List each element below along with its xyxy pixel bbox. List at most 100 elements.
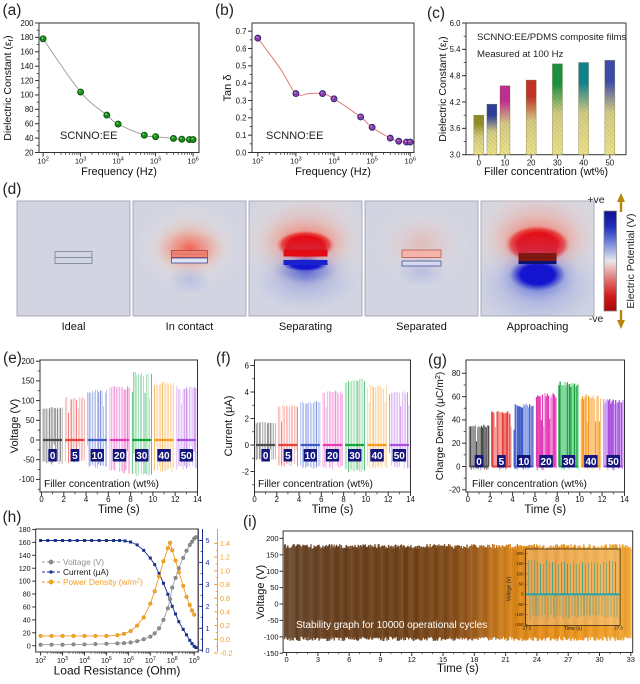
svg-text:Time (s): Time (s) [98,504,140,516]
svg-text:0.6: 0.6 [220,594,230,603]
svg-text:3: 3 [316,655,320,664]
svg-text:-100: -100 [515,612,524,617]
svg-text:20: 20 [25,148,34,157]
svg-text:-0.2: -0.2 [220,649,232,658]
svg-text:15: 15 [439,655,447,664]
svg-text:200: 200 [21,357,35,366]
svg-text:105: 105 [101,656,112,665]
svg-text:50: 50 [270,583,278,592]
svg-text:Separating: Separating [279,321,332,333]
svg-text:102: 102 [252,156,264,165]
svg-text:200: 200 [266,534,279,543]
svg-text:140: 140 [19,551,31,560]
svg-text:Stability graph for 10000 oper: Stability graph for 10000 operational cy… [296,620,487,631]
svg-text:50: 50 [181,451,193,462]
svg-text:3: 3 [206,580,210,589]
svg-text:2: 2 [488,495,492,504]
svg-text:20: 20 [114,451,126,462]
svg-text:20: 20 [452,439,461,448]
svg-text:0: 0 [245,441,250,450]
svg-text:104: 104 [328,156,340,165]
svg-text:40: 40 [158,451,170,462]
svg-text:200: 200 [20,19,34,28]
svg-text:5: 5 [499,457,505,468]
svg-text:5: 5 [285,451,291,462]
svg-text:4: 4 [84,495,89,504]
svg-text:Time (s): Time (s) [312,504,354,516]
svg-text:6: 6 [106,495,110,504]
svg-text:2: 2 [275,495,279,504]
svg-text:0: 0 [27,641,31,650]
svg-text:8: 8 [341,495,345,504]
svg-text:1.4: 1.4 [220,539,230,548]
svg-text:24: 24 [533,655,541,664]
svg-text:(i): (i) [243,514,257,531]
svg-text:109: 109 [189,656,200,665]
svg-text:0: 0 [39,495,44,504]
svg-text:120: 120 [19,564,31,573]
svg-text:106: 106 [123,656,134,665]
svg-text:Filler concentration (wt%): Filler concentration (wt%) [44,479,159,490]
svg-text:0: 0 [521,592,524,597]
svg-text:30: 30 [136,451,148,462]
svg-text:4: 4 [206,558,210,567]
svg-text:4.2: 4.2 [450,98,461,107]
svg-text:40: 40 [371,451,383,462]
svg-text:40: 40 [452,416,461,425]
svg-text:103: 103 [290,156,302,165]
svg-text:10: 10 [92,451,104,462]
svg-text:104: 104 [112,156,124,165]
svg-text:105: 105 [366,156,378,165]
svg-text:SCNNO:EE: SCNNO:EE [266,130,323,142]
svg-text:106: 106 [187,156,199,165]
svg-text:80: 80 [452,369,461,378]
svg-text:12: 12 [171,495,180,504]
svg-text:0: 0 [466,495,471,504]
svg-text:5.4: 5.4 [450,45,462,54]
svg-text:12: 12 [408,655,416,664]
svg-text:0.3: 0.3 [236,96,247,105]
svg-text:20: 20 [23,628,31,637]
svg-text:Frequency (Hz): Frequency (Hz) [81,166,157,178]
svg-text:Time (s): Time (s) [564,626,582,632]
svg-text:Dielectric Constant (εr): Dielectric Constant (εr) [437,36,450,141]
svg-text:0.5: 0.5 [236,62,248,71]
svg-text:60: 60 [452,392,461,401]
svg-text:160: 160 [19,538,31,547]
svg-text:100: 100 [19,577,31,586]
svg-text:Measured at 100 Hz: Measured at 100 Hz [477,49,564,60]
svg-text:4: 4 [510,495,515,504]
svg-text:Charge Density (μC/m2): Charge Density (μC/m2) [433,372,446,481]
svg-text:4.8: 4.8 [450,72,461,81]
svg-text:150: 150 [21,377,35,386]
svg-text:Voltage (V): Voltage (V) [63,557,104,567]
svg-text:106: 106 [404,156,416,165]
svg-text:5: 5 [72,451,78,462]
svg-text:8: 8 [555,495,559,504]
svg-text:0: 0 [456,462,461,471]
svg-text:Time (s): Time (s) [437,663,479,675]
svg-text:50: 50 [26,416,35,425]
svg-text:30: 30 [595,655,603,664]
svg-text:0: 0 [30,436,35,445]
svg-text:104: 104 [79,656,90,665]
svg-text:6: 6 [319,495,323,504]
svg-text:9: 9 [378,655,382,664]
svg-text:(b): (b) [215,2,234,19]
svg-text:120: 120 [20,76,34,85]
svg-text:27.5: 27.5 [523,626,532,631]
svg-text:0: 0 [476,457,482,468]
svg-text:0: 0 [263,451,269,462]
svg-text:0.4: 0.4 [220,608,230,617]
svg-text:Ideal: Ideal [62,321,86,333]
svg-text:0.8: 0.8 [220,580,230,589]
svg-text:60: 60 [23,603,31,612]
svg-text:-50: -50 [517,602,524,607]
svg-text:Current (μA): Current (μA) [63,567,109,577]
svg-text:50: 50 [605,159,614,168]
svg-text:SCNNO:EE: SCNNO:EE [60,130,117,142]
svg-text:0.7: 0.7 [236,27,247,36]
svg-text:3.0: 3.0 [450,151,462,160]
svg-text:(h): (h) [3,509,22,526]
svg-text:-2: -2 [242,467,249,476]
